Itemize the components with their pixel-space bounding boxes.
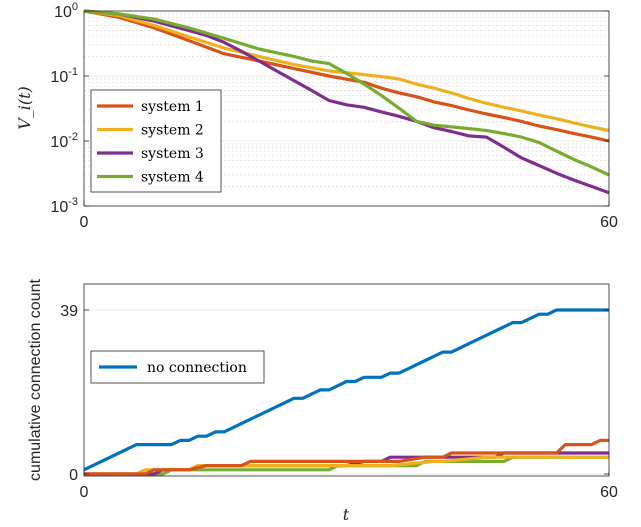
series-line-system-4 (83, 9, 610, 177)
y-tick-label: 10-1 (50, 66, 78, 86)
bottom-legend: no connection (90, 350, 265, 384)
x-tick-label: 60 (600, 484, 618, 501)
top-series-lines (83, 9, 610, 195)
y-tick-label: 10-2 (50, 131, 78, 151)
legend-label: system 4 (141, 170, 204, 186)
series-line-no-connection (83, 308, 609, 472)
bottom-series-lines (83, 308, 609, 476)
series-line-system-1 (83, 9, 610, 143)
bottom-chart: 0 39 0 60 cumulative connection count t no… (27, 279, 618, 525)
top-legend: system 1 system 2 system 3 system 4 (90, 89, 222, 193)
x-tick-label: 0 (80, 484, 89, 501)
top-x-ticks: 0 60 (80, 201, 618, 231)
series-line-system-2 (83, 9, 610, 133)
bottom-y-axis-label: cumulative connection count (27, 279, 44, 481)
bottom-grid (84, 309, 609, 475)
legend-label: no connection (147, 360, 247, 376)
bottom-y-ticks: 0 39 (60, 303, 609, 484)
x-tick-label: 60 (600, 214, 618, 231)
y-tick-label: 100 (54, 1, 78, 21)
top-y-ticks: 100 10-1 10-2 10-3 (50, 1, 609, 216)
legend-label: system 1 (141, 99, 204, 115)
series-line-system-3 (83, 9, 610, 195)
y-tick-label: 39 (60, 303, 78, 320)
y-tick-label: 0 (69, 467, 78, 484)
bottom-x-ticks: 0 60 (80, 471, 618, 501)
series-line-count-1 (84, 438, 609, 476)
legend-label: system 2 (141, 123, 204, 139)
legend-label: system 3 (141, 146, 204, 162)
top-y-axis-label: V_i(t) (15, 86, 34, 130)
x-tick-label: 0 (80, 214, 89, 231)
bottom-plot-frame (83, 283, 610, 477)
top-plot-frame (83, 10, 610, 207)
y-tick-label: 10-3 (50, 196, 78, 216)
bottom-x-axis-label: t (343, 505, 350, 524)
